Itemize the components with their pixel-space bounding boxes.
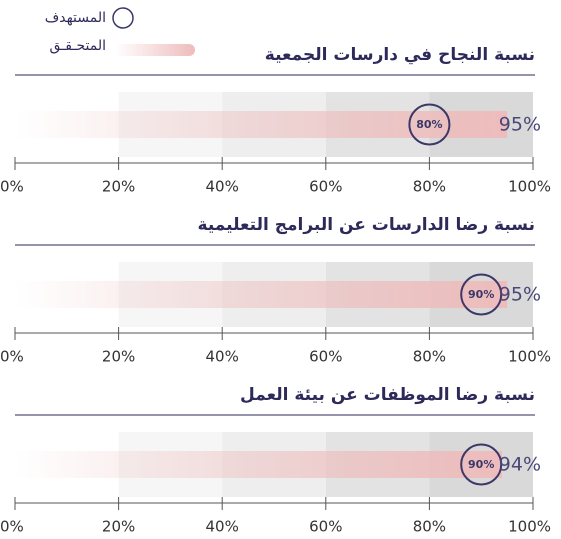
x-tick-label: 40% xyxy=(206,518,239,536)
x-tick-label: 100% xyxy=(508,348,551,366)
x-tick-label: 0% xyxy=(0,348,24,366)
x-tick-label: 40% xyxy=(206,348,239,366)
value-label: 95% xyxy=(499,284,541,306)
x-tick-label: 0% xyxy=(0,518,24,536)
actual-bar xyxy=(15,111,508,138)
x-tick-label: 20% xyxy=(102,178,135,196)
x-tick-label: 20% xyxy=(102,348,135,366)
target-label: 80% xyxy=(416,118,442,131)
legend-actual-icon xyxy=(115,44,195,56)
x-tick-label: 80% xyxy=(413,178,446,196)
x-tick-label: 0% xyxy=(0,178,24,196)
actual-bar xyxy=(15,451,502,478)
target-marker xyxy=(460,443,503,486)
target-marker xyxy=(408,103,451,146)
chart-title: نسبة رضا الدارسات عن البرامج التعليمية xyxy=(198,215,535,235)
x-tick-label: 60% xyxy=(309,178,342,196)
legend-actual: المتحـقـق xyxy=(50,38,106,54)
x-tick-label: 100% xyxy=(508,518,551,536)
x-tick-label: 100% xyxy=(508,178,551,196)
actual-bar xyxy=(15,281,508,308)
x-tick-label: 80% xyxy=(413,518,446,536)
target-label: 90% xyxy=(468,288,494,301)
x-tick-label: 60% xyxy=(309,348,342,366)
value-label: 94% xyxy=(499,454,541,476)
x-tick-label: 40% xyxy=(206,178,239,196)
value-label: 95% xyxy=(499,114,541,136)
target-label: 90% xyxy=(468,458,494,471)
chart-title: نسبة رضا الموظفات عن بيئة العمل xyxy=(240,385,535,405)
target-marker xyxy=(460,273,503,316)
x-tick-label: 20% xyxy=(102,518,135,536)
legend-target-icon xyxy=(112,7,134,29)
legend-target: المستهدف xyxy=(45,10,106,26)
x-tick-label: 80% xyxy=(413,348,446,366)
chart-title: نسبة النجاح في دارسات الجمعية xyxy=(265,45,535,65)
x-tick-label: 60% xyxy=(309,518,342,536)
